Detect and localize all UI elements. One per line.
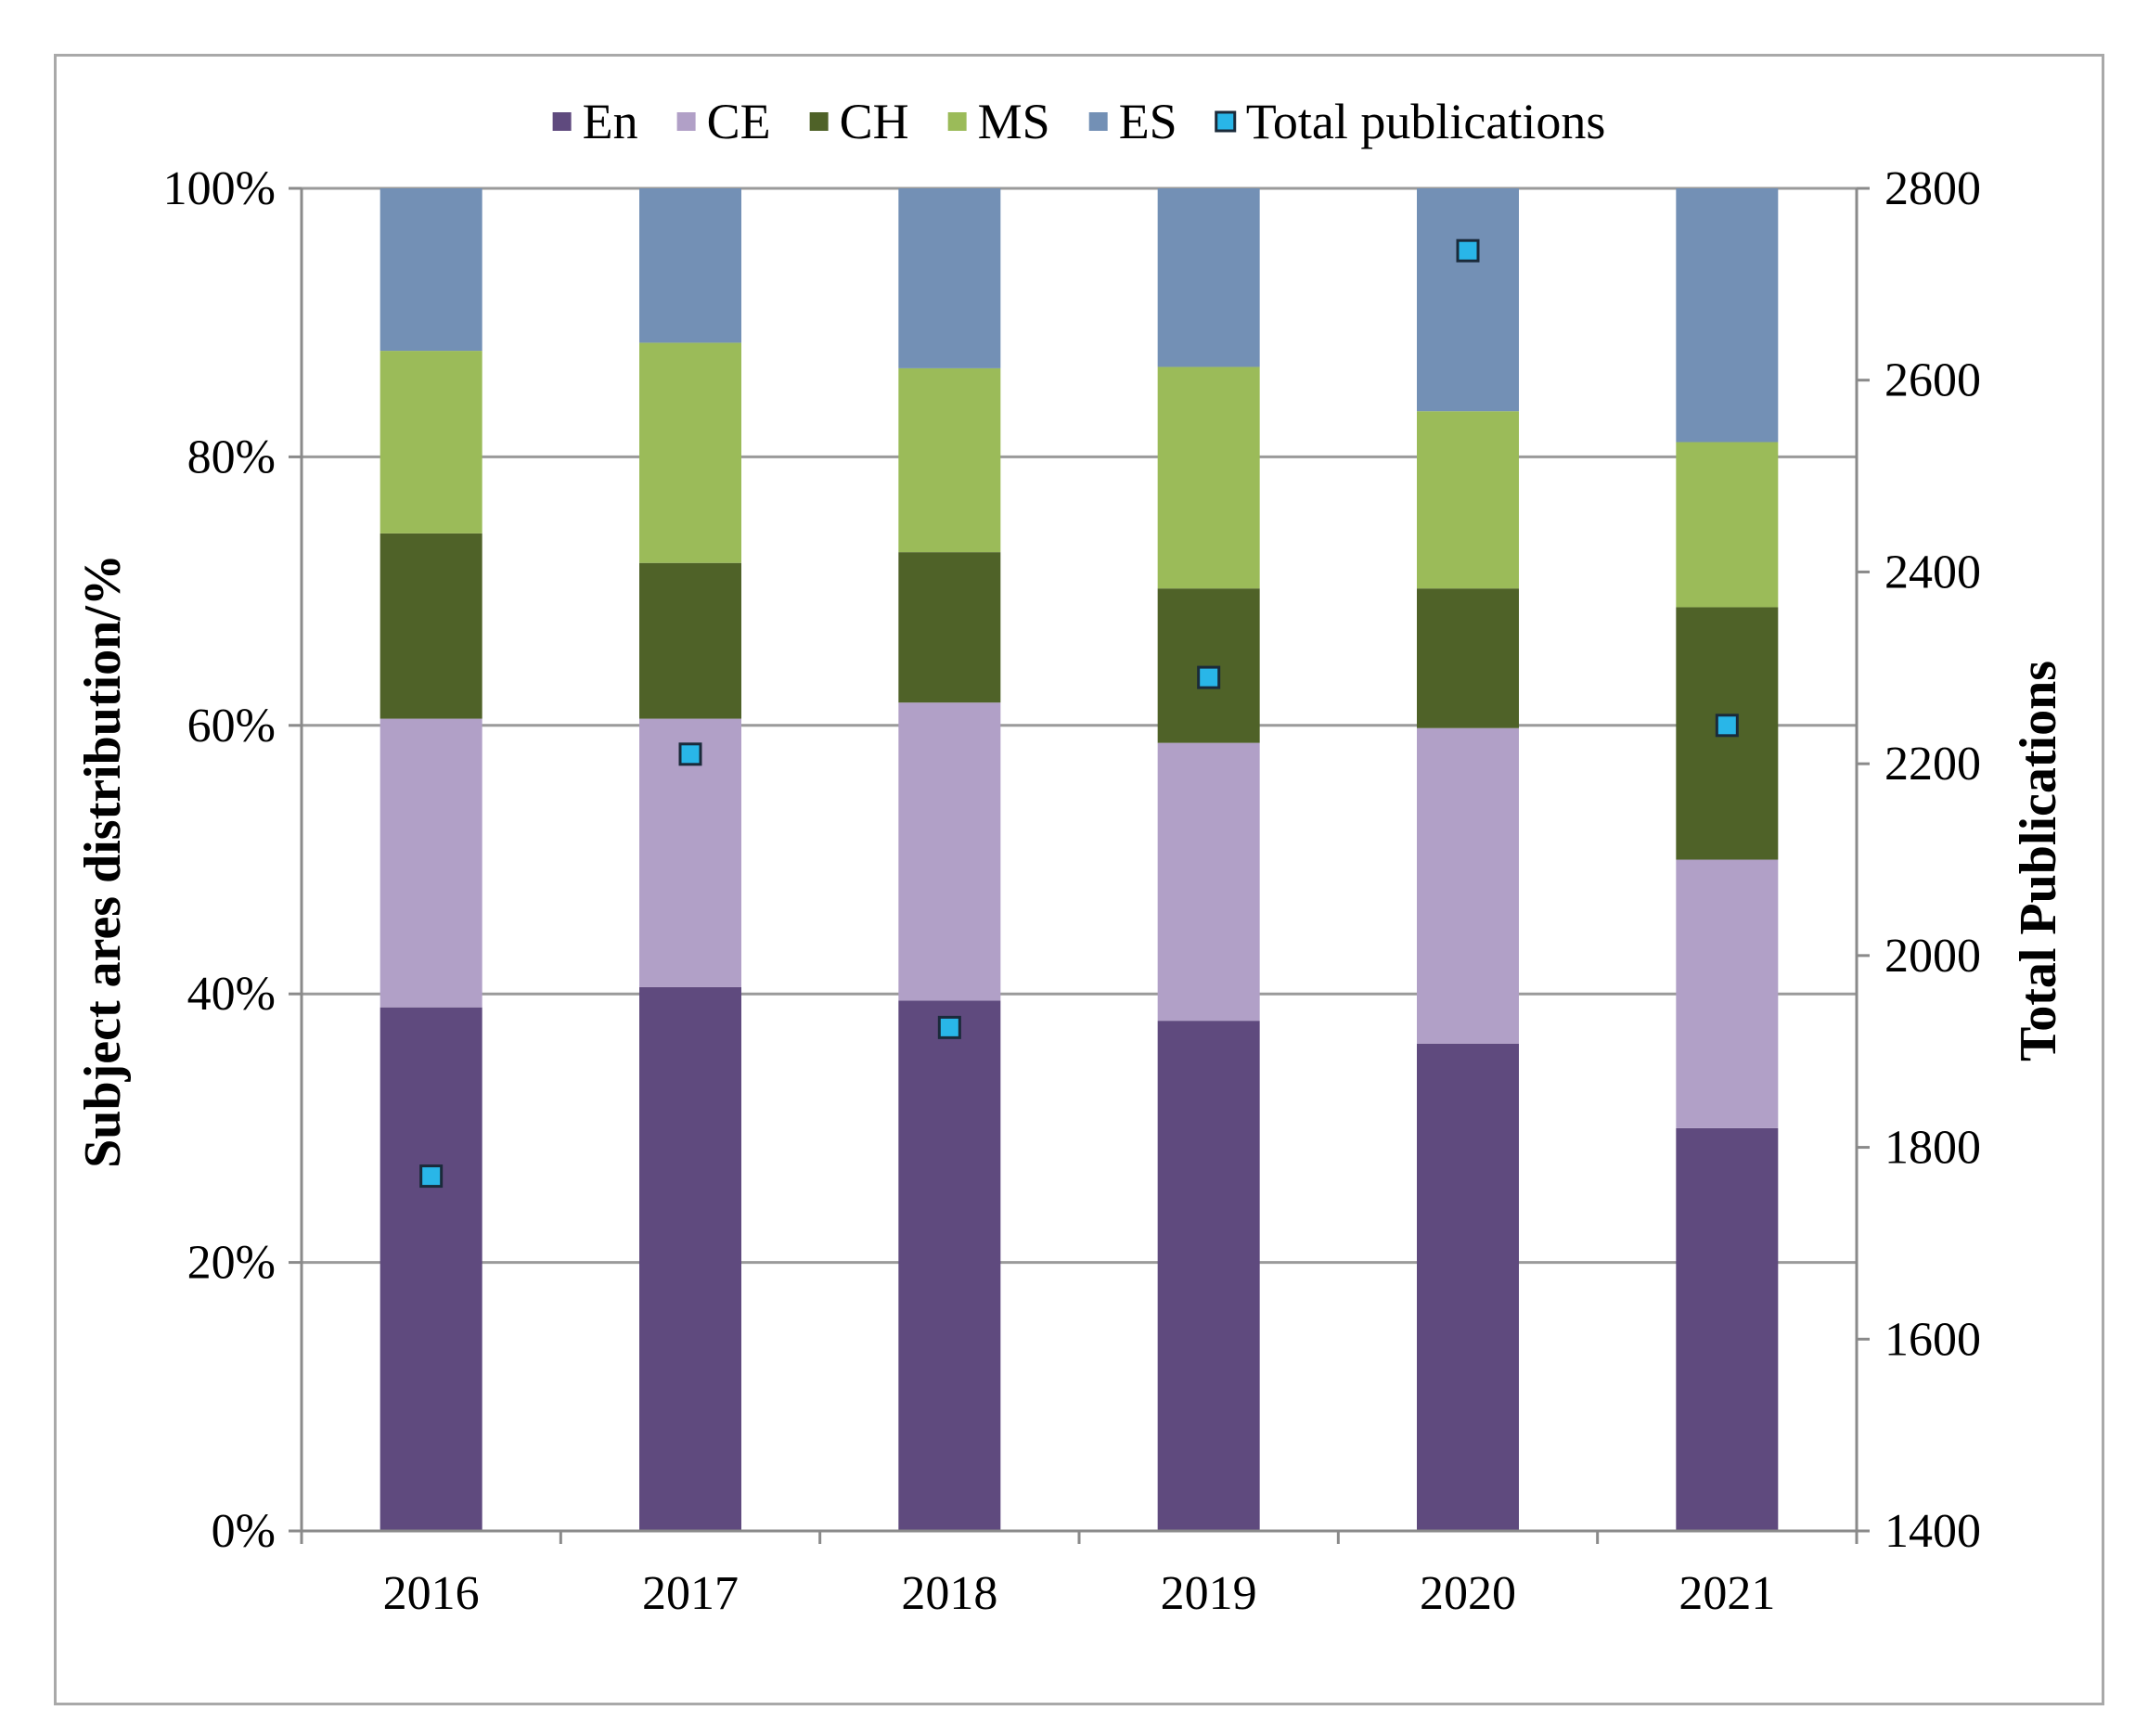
bar-ms-2019	[1157, 366, 1260, 589]
legend-label-ch: CH	[840, 94, 909, 149]
total-publications-point-2019	[1197, 665, 1221, 689]
y-left-tick-label: 80%	[187, 431, 276, 483]
y-left-tick-label: 0%	[212, 1505, 276, 1558]
bar-ce-2019	[1157, 742, 1260, 1022]
bars	[379, 188, 1779, 1531]
x-tick-label: 2020	[1420, 1567, 1516, 1620]
gridlines	[302, 186, 1857, 1265]
y-right-tick-label: 2400	[1884, 546, 1981, 598]
bar-en-2018	[898, 1000, 1001, 1531]
bar-ce-2020	[1417, 727, 1519, 1044]
y-right-tick-label: 2600	[1884, 354, 1981, 407]
bar-en-2020	[1417, 1043, 1519, 1531]
bar-ch-2018	[898, 552, 1001, 703]
bar-ch-2020	[1417, 588, 1519, 728]
y-left-tick-label: 40%	[187, 968, 276, 1021]
bar-ms-2020	[1417, 411, 1519, 589]
legend-swatch-ce	[676, 112, 696, 131]
y-left-tick-label: 100%	[163, 162, 276, 215]
bar-es-2019	[1157, 188, 1260, 367]
x-tick-label: 2016	[383, 1567, 480, 1620]
bar-ms-2018	[898, 367, 1001, 553]
bar-ch-2019	[1157, 588, 1260, 743]
y-right-tick-label: 1400	[1884, 1505, 1981, 1558]
legend-label-es: ES	[1119, 94, 1177, 149]
total-publications-point-2017	[678, 742, 702, 766]
total-publications-point-2018	[937, 1015, 961, 1039]
y-right-tick-label: 2000	[1884, 930, 1981, 983]
bar-es-2016	[379, 188, 482, 352]
total-publications-point-2016	[419, 1164, 444, 1189]
legend-label-total-publications: Total publications	[1246, 94, 1606, 149]
legend-swatch-ch	[809, 112, 829, 131]
legend-label-en: En	[583, 94, 638, 149]
x-tick-label: 2018	[901, 1567, 997, 1620]
y-right-tick-label: 1600	[1884, 1313, 1981, 1366]
legend-label-ce: CE	[707, 94, 771, 149]
legend-swatch-ms	[947, 112, 967, 131]
x-tick-label: 2019	[1161, 1567, 1257, 1620]
bar-ch-2017	[639, 562, 741, 719]
bar-en-2016	[379, 1007, 482, 1531]
x-tick-label: 2017	[642, 1567, 739, 1620]
bar-en-2019	[1157, 1021, 1260, 1531]
y-axis-left-title: Subject ares distribution/%	[74, 554, 132, 1168]
bar-ms-2021	[1676, 442, 1779, 608]
stacked-bar-chart: 0% 20% 40% 60% 80% 100% 1400 1600 1800 2000 2200 24…	[74, 94, 2067, 1620]
axes: 0% 20% 40% 60% 80% 100% 1400 1600 1800 2000 2200 24…	[163, 162, 1981, 1620]
bar-ce-2021	[1676, 859, 1779, 1128]
bar-ch-2016	[379, 533, 482, 719]
legend-swatch-total-publications	[1215, 110, 1237, 133]
y-right-tick-label: 2800	[1884, 162, 1981, 215]
chart-frame: 0% 20% 40% 60% 80% 100% 1400 1600 1800 2000 2200 24…	[54, 54, 2104, 1705]
y-left-tick-label: 20%	[187, 1237, 276, 1290]
total-publications-point-2020	[1456, 238, 1480, 263]
bar-en-2017	[639, 986, 741, 1531]
legend-swatch-es	[1088, 112, 1108, 131]
total-publications-point-2021	[1715, 714, 1739, 738]
bar-en-2021	[1676, 1127, 1779, 1531]
legend-label-ms: MS	[978, 94, 1050, 149]
y-right-tick-label: 1800	[1884, 1122, 1981, 1175]
total-publications-points	[419, 238, 1739, 1189]
legend-swatch-en	[552, 112, 572, 131]
legend: En CE CH MS ES Total publications	[552, 94, 1606, 149]
bar-ms-2017	[639, 342, 741, 563]
bar-ms-2016	[379, 351, 482, 534]
x-tick-label: 2021	[1679, 1567, 1775, 1620]
y-right-tick-label: 2200	[1884, 738, 1981, 791]
bar-ce-2018	[898, 702, 1001, 1001]
bar-es-2020	[1417, 188, 1519, 412]
bar-es-2018	[898, 188, 1001, 368]
y-axis-right-title: Total Publications	[2010, 661, 2067, 1061]
bar-ce-2016	[379, 718, 482, 1008]
y-left-tick-label: 60%	[187, 700, 276, 752]
bar-es-2021	[1676, 188, 1779, 443]
bar-es-2017	[639, 188, 741, 343]
